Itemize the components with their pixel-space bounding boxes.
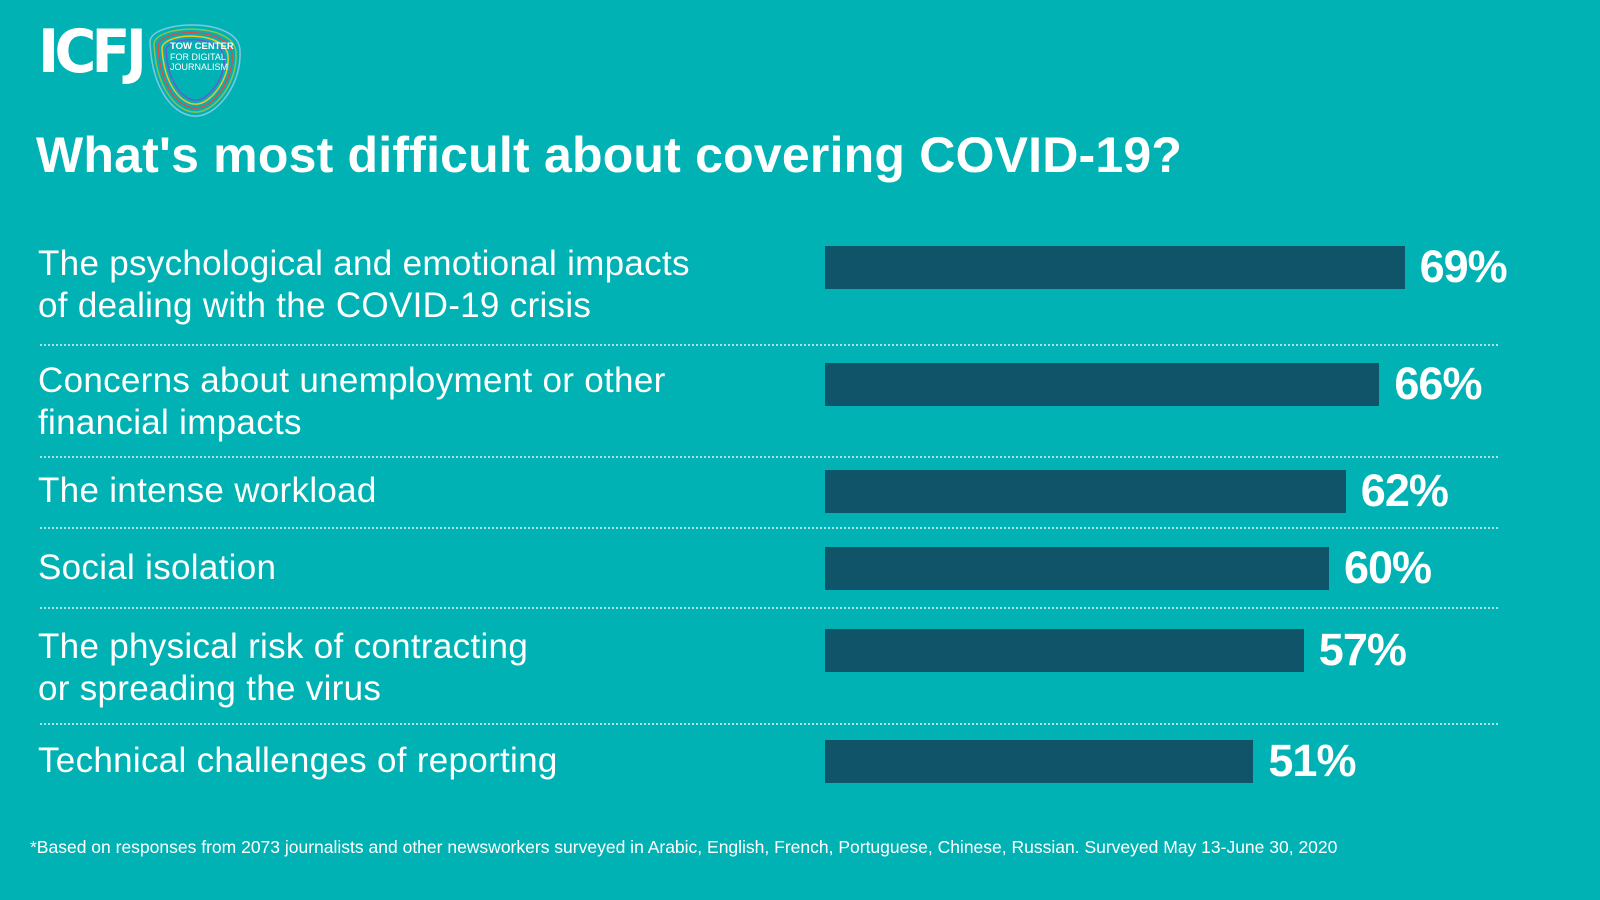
footnote: *Based on responses from 2073 journalist…	[30, 837, 1338, 857]
category-label: Technical challenges of reporting	[38, 741, 558, 780]
bar	[825, 739, 1254, 783]
category-label: The psychological and emotional impacts …	[38, 244, 690, 325]
bar	[825, 546, 1329, 590]
value-label: 69%	[1419, 241, 1508, 292]
tow-logo-line2: FOR DIGITAL	[170, 52, 226, 62]
value-label: 51%	[1268, 735, 1356, 786]
category-label: The physical risk of contracting or spre…	[38, 627, 529, 708]
row-divider	[40, 607, 1498, 609]
tow-logo-line1: TOW CENTER	[170, 41, 234, 52]
value-label: 66%	[1394, 358, 1482, 409]
row-divider	[40, 723, 1498, 725]
chart-title: What's most difficult about covering COV…	[36, 127, 1183, 183]
value-label: 62%	[1360, 465, 1449, 516]
bar	[825, 245, 1405, 289]
icfj-logo: ICFJ	[38, 17, 147, 87]
category-label: The intense workload	[38, 471, 377, 510]
value-label: 57%	[1318, 624, 1407, 675]
bar	[825, 469, 1346, 513]
bar	[825, 628, 1304, 672]
row-divider	[40, 344, 1498, 346]
bar	[825, 362, 1380, 406]
value-label: 60%	[1344, 542, 1432, 593]
row-divider	[40, 456, 1498, 458]
tow-center-logo-icon	[149, 24, 241, 117]
category-label: Social isolation	[38, 548, 277, 587]
row-divider	[40, 527, 1498, 529]
category-label: Concerns about unemployment or other fin…	[38, 361, 666, 442]
tow-center-logo-text: TOW CENTER FOR DIGITAL JOURNALISM	[170, 41, 244, 73]
header: ICFJ TOW CENTER FOR DIGITAL JOURNALISM	[0, 0, 1600, 200]
tow-logo-line3: JOURNALISM	[170, 62, 229, 72]
